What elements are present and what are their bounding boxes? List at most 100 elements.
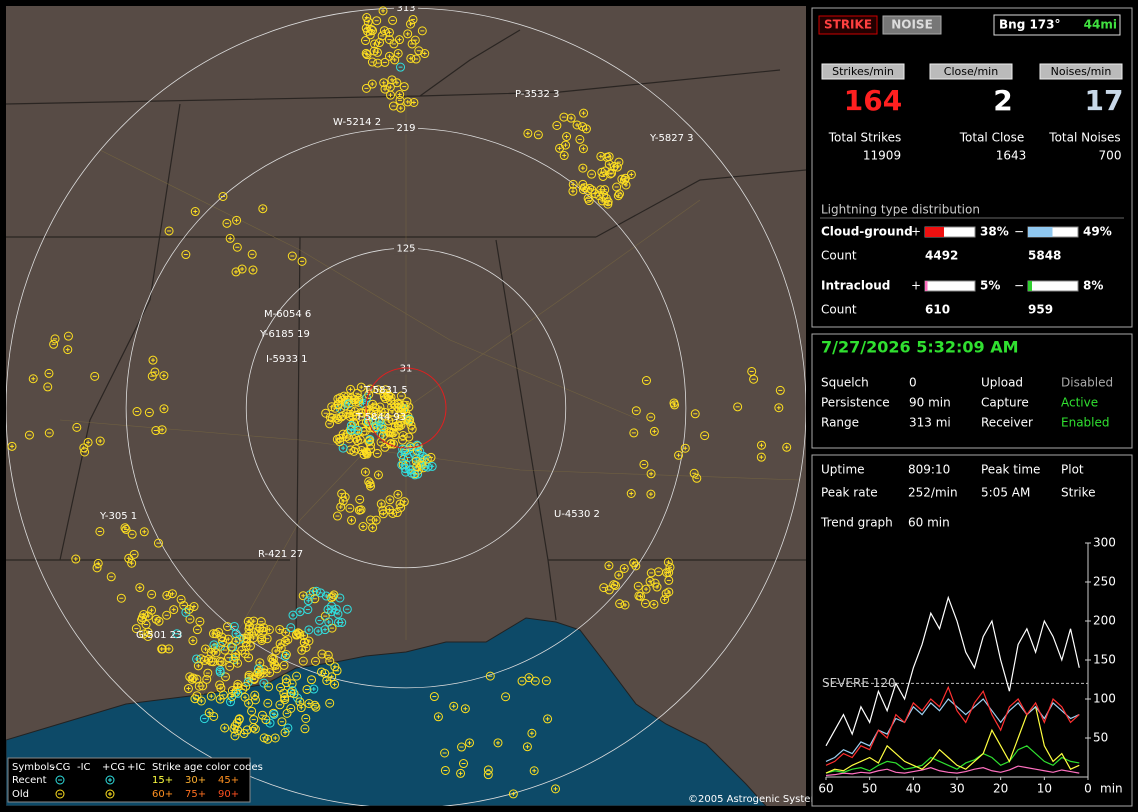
strike-sign: [108, 778, 112, 782]
strike-sign: [335, 402, 340, 407]
strike-symbol: [533, 130, 543, 140]
strike-symbol: [206, 647, 216, 657]
strike-sign: [251, 268, 255, 273]
strike-sign: [389, 77, 394, 82]
strike-symbol: [578, 122, 588, 132]
strike-sign: [265, 737, 270, 742]
x-tick-label: 30: [949, 782, 964, 796]
dist-count: 610: [925, 303, 950, 317]
strike-symbol: [222, 218, 232, 228]
strike-symbol: [255, 658, 265, 668]
strike-sign: [629, 172, 634, 177]
strike-symbol: [629, 558, 639, 568]
strike-symbol: [372, 16, 382, 26]
bearing-box: [993, 14, 1121, 36]
strike-symbol: [757, 440, 767, 450]
strike-sign: [319, 669, 324, 674]
strike-sign: [638, 594, 643, 599]
strike-symbol: [604, 561, 614, 571]
strike-symbol: [355, 494, 365, 504]
strike-symbol: [176, 594, 186, 604]
strike-symbol: [529, 766, 539, 776]
strike-sign: [294, 633, 299, 638]
strike-sign: [187, 607, 192, 612]
strike-symbol: [399, 405, 409, 415]
strike-symbol: [338, 411, 348, 421]
strike-symbol: [440, 765, 450, 775]
strike-symbol: [614, 157, 624, 167]
strike-symbol: [269, 659, 279, 669]
strike-symbol: [380, 442, 390, 452]
strike-symbol: [263, 698, 273, 708]
strike-symbol: [172, 629, 182, 639]
strike-sign: [330, 416, 335, 421]
strike-symbol: [365, 423, 375, 433]
strike-sign: [311, 687, 316, 692]
status-text: Persistence: [821, 396, 890, 410]
rate-value: 17: [1085, 84, 1124, 117]
strike-symbol: [279, 660, 289, 670]
strike-symbol: [399, 82, 409, 92]
strike-symbol: [316, 588, 326, 598]
noise-button[interactable]: [882, 15, 942, 35]
strike-sign: [377, 419, 382, 424]
strike-sign: [349, 518, 354, 523]
dist-count: 4492: [925, 249, 958, 263]
strike-symbol: [388, 15, 398, 25]
strike-button[interactable]: [818, 15, 878, 35]
strike-sign: [142, 529, 147, 534]
strike-symbol: [368, 399, 378, 409]
strike-sign: [186, 686, 191, 691]
strike-sign: [253, 727, 258, 732]
strike-symbol: [55, 775, 65, 785]
strike-symbol: [90, 371, 100, 381]
rates: Strikes/min 164 Total Strikes 11909 Close/mi…: [821, 63, 1124, 163]
rate-label-box: [929, 63, 1013, 80]
strike-symbol: [376, 499, 386, 509]
strike-sign: [553, 786, 558, 791]
strike-symbol: [330, 679, 340, 689]
strike-symbol: [143, 631, 153, 641]
strike-sign: [211, 642, 216, 647]
strike-symbol: [405, 415, 415, 425]
strike-symbol: [403, 29, 413, 39]
strike-sign: [261, 681, 266, 686]
rate-value: 164: [844, 84, 902, 117]
strike-sign: [272, 712, 277, 717]
strike-symbol: [287, 686, 297, 696]
y-tick-label: 300: [1093, 536, 1116, 550]
strike-symbol: [295, 697, 305, 707]
strike-sign: [582, 185, 587, 190]
strike-sign: [346, 401, 351, 406]
storm-label: G-501 23: [136, 630, 182, 641]
strike-symbol: [50, 334, 60, 344]
strike-symbol: [224, 653, 234, 663]
strike-symbol: [362, 13, 372, 23]
strike-sign: [361, 401, 366, 406]
legend-kind: +CG: [102, 762, 125, 773]
ring-label-bg: [394, 6, 418, 14]
strike-symbol: [674, 450, 684, 460]
strike-symbol: [349, 446, 359, 456]
strike-symbol: [277, 717, 287, 727]
strike-sign: [316, 629, 321, 634]
strike-symbol: [139, 610, 149, 620]
strike-sign: [298, 609, 303, 614]
strike-sign: [157, 619, 162, 624]
strike-sign: [229, 694, 234, 699]
strike-sign: [622, 178, 627, 183]
strike-symbol: [620, 600, 630, 610]
strike-sign: [246, 632, 251, 637]
strike-sign: [297, 699, 302, 704]
strike-symbol: [543, 714, 553, 724]
strike-symbol: [373, 58, 383, 68]
strike-symbol: [599, 583, 609, 593]
strike-symbol: [354, 505, 364, 515]
strike-sign: [396, 51, 401, 56]
strike-symbol: [379, 26, 389, 36]
strike-sign: [235, 691, 240, 696]
strike-symbol: [386, 392, 396, 402]
strike-symbol: [327, 672, 337, 682]
strike-symbol: [281, 650, 291, 660]
strike-symbol: [381, 385, 391, 395]
